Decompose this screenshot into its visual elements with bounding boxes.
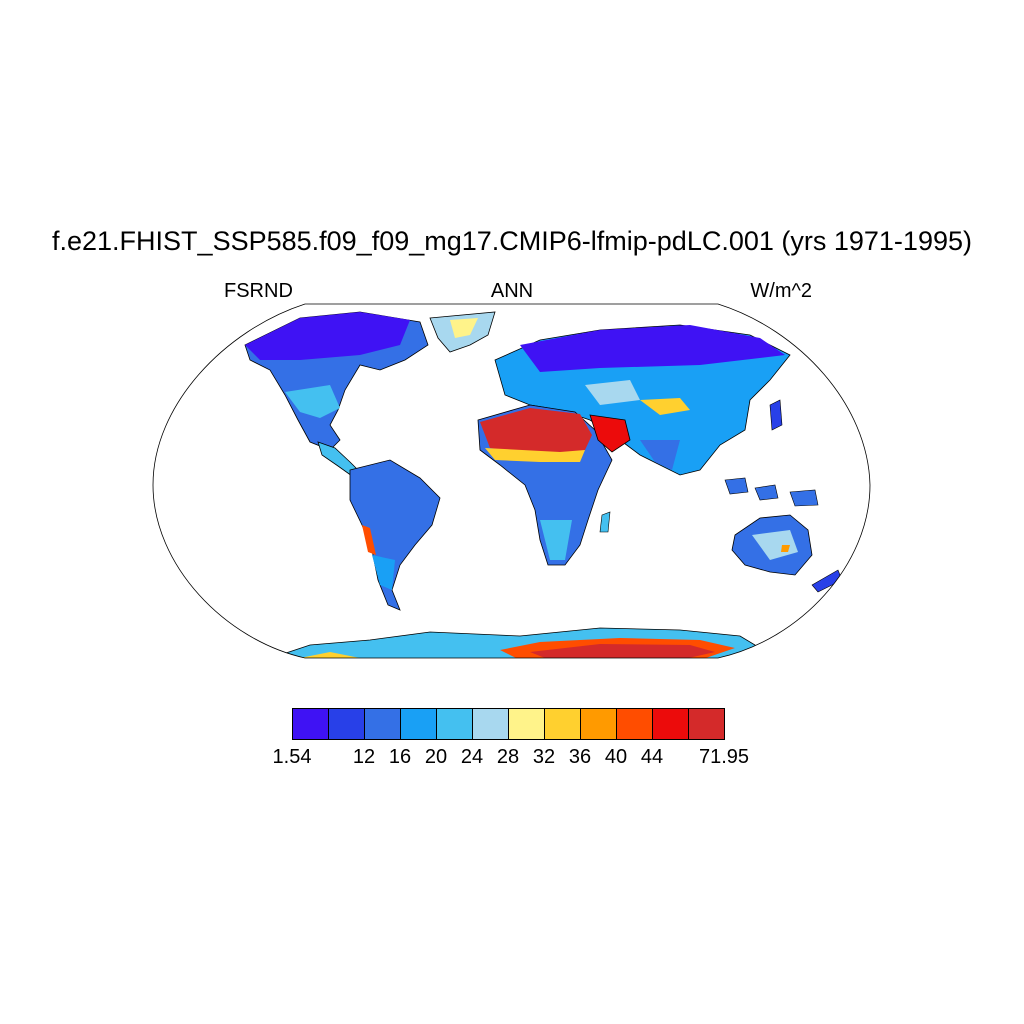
colorbar-tick-label: 20 (424, 746, 448, 768)
colorbar-tick-label: 1.54 (272, 746, 312, 768)
south-cone (372, 555, 395, 590)
antarctica-core (530, 644, 715, 658)
variable-label: FSRND (224, 280, 293, 302)
colorbar-swatch (508, 708, 545, 740)
andes-strip (362, 525, 376, 555)
colorbar-swatch (436, 708, 473, 740)
colorbar-swatch (580, 708, 617, 740)
colorbar-tick-label: 24 (460, 746, 484, 768)
colorbar-swatch (364, 708, 401, 740)
season-label: ANN (490, 280, 534, 302)
colorbar-swatch (328, 708, 365, 740)
sahara-desert (480, 408, 592, 455)
antarctica-west-warm (290, 652, 360, 658)
madagascar (599, 511, 611, 533)
land-fields (244, 311, 843, 658)
australia-hot (781, 545, 790, 552)
us-interior (285, 385, 340, 418)
australia-interior (752, 530, 798, 560)
map-outline (152, 303, 871, 659)
colorbar-swatch (688, 708, 725, 740)
colorbar-tick-label: 32 (532, 746, 556, 768)
colorbar-tick-label: 12 (352, 746, 376, 768)
colorbar-swatch (652, 708, 689, 740)
greenland-interior (450, 318, 478, 338)
colorbar-tick-label: 16 (388, 746, 412, 768)
colorbar-tick-label: 44 (640, 746, 664, 768)
south-america-land (349, 459, 441, 611)
siberia-north (520, 325, 785, 372)
southern-africa-dry (540, 520, 572, 560)
new-zealand (811, 569, 843, 593)
arabia-desert (589, 414, 631, 453)
colorbar-tick-label: 28 (496, 746, 520, 768)
colorbar-swatch (400, 708, 437, 740)
colorbar-swatch (292, 708, 329, 740)
colorbar-tick-label: 36 (568, 746, 592, 768)
colorbar-swatch (616, 708, 653, 740)
plot-title: f.e21.FHIST_SSP585.f09_f09_mg17.CMIP6-lf… (52, 226, 972, 256)
south-asia (640, 440, 680, 470)
canada-north (245, 312, 410, 360)
central-asia (585, 380, 640, 405)
indonesia-islands (724, 477, 819, 507)
sahel-band (485, 448, 585, 462)
colorbar-tick-label: 71.95 (698, 746, 750, 768)
tibet-plateau (640, 398, 690, 415)
colorbar-swatch (544, 708, 581, 740)
units-label: W/m^2 (750, 280, 812, 302)
colorbar-swatch (472, 708, 509, 740)
japan-islands (769, 399, 783, 431)
colorbar-tick-label: 40 (604, 746, 628, 768)
